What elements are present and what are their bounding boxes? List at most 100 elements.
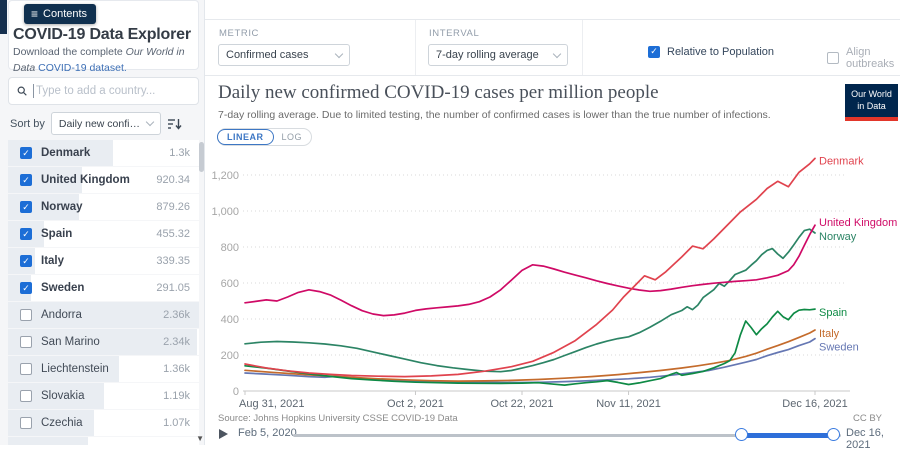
country-value: 339.35 [156,255,190,267]
series-line-norway[interactable] [244,228,816,373]
country-value: 879.26 [156,201,190,213]
owid-logo: Our World in Data [845,84,898,121]
sort-descending-icon[interactable] [167,117,182,131]
metric-dropdown[interactable]: Confirmed cases [218,44,350,66]
x-axis-tick-label: Oct 22, 2021 [491,398,554,410]
country-list: ✓ Denmark 1.3k ✓ United Kingdom 920.34 ✓ Norway… [8,140,199,445]
explorer-title: COVID-19 Data Explorer [13,26,191,43]
timeline-track[interactable] [293,434,841,437]
country-name: Slovakia [41,390,85,402]
chart-panel: Daily new confirmed COVID-19 cases per m… [205,76,900,451]
country-checkbox[interactable]: ✓ [20,282,32,294]
sidebar: COVID-19 Data Explorer Download the comp… [0,0,205,445]
country-checkbox[interactable] [20,390,32,402]
country-name: Liechtenstein [41,363,109,375]
y-axis-tick-label: 200 [221,350,239,362]
dataset-link[interactable]: COVID-19 dataset. [38,61,127,74]
timeline-handle-start[interactable] [735,428,748,441]
list-scrollbar-thumb[interactable] [199,142,204,172]
country-checkbox[interactable] [20,363,32,375]
log-button[interactable]: LOG [281,132,303,142]
play-button[interactable] [219,429,228,439]
value-bar [8,329,198,355]
chevron-down-icon [145,117,155,127]
country-name: United Kingdom [41,174,130,186]
country-row[interactable] [8,437,199,445]
timeline-handle-end[interactable] [827,428,840,441]
timeline-selected-range[interactable] [741,433,834,438]
country-checkbox[interactable]: ✓ [20,201,32,213]
series-line-united-kingdom[interactable] [244,224,816,317]
country-name: Norway [41,201,83,213]
search-input[interactable] [36,85,190,97]
country-name: Denmark [41,147,91,159]
country-row[interactable]: Slovakia 1.19k [8,383,199,409]
x-axis-tick-label: Aug 31, 2021 [239,398,304,410]
y-axis-tick-label: 0 [233,386,239,398]
y-axis-tick-label: 800 [221,242,239,254]
sort-dropdown[interactable]: Daily new confirmed ... [50,112,161,135]
download-note: Download the complete Our World in Data … [13,46,185,74]
align-outbreaks-checkbox[interactable]: Align outbreaks [827,46,900,70]
country-row[interactable]: San Marino 2.34k [8,329,199,355]
interval-dropdown[interactable]: 7-day rolling average [428,44,568,66]
sort-by-label: Sort by [10,117,45,130]
hamburger-icon: ≡ [31,7,39,21]
relative-to-population-checkbox[interactable]: ✓ Relative to Population [648,46,774,58]
search-icon [17,86,27,96]
y-axis-tick-label: 600 [221,278,239,290]
country-checkbox[interactable]: ✓ [20,255,32,267]
scroll-down-arrow-icon[interactable]: ▼ [196,434,204,443]
sort-controls: Sort by Daily new confirmed ... [10,112,182,135]
country-checkbox[interactable] [20,417,32,429]
divider [415,20,416,75]
timeline: Feb 5, 2020 Dec 16, 2021 [218,427,898,451]
country-checkbox[interactable]: ✓ [20,228,32,240]
license-text[interactable]: CC BY [852,413,882,424]
country-search-box[interactable] [8,77,199,105]
series-line-spain[interactable] [244,308,816,386]
series-label-norway: Norway [819,231,857,243]
country-name: Italy [41,255,65,267]
country-row[interactable]: Czechia 1.07k [8,410,199,436]
country-row[interactable]: ✓ Sweden 291.05 [8,275,199,301]
country-name: Czechia [41,417,83,429]
series-label-italy: Italy [819,328,840,340]
country-checkbox[interactable] [20,336,32,348]
metric-label: METRIC [219,28,260,39]
source-text: Source: Johns Hopkins University CSSE CO… [218,413,458,424]
timeline-start-date: Feb 5, 2020 [238,427,297,439]
series-line-denmark[interactable] [244,157,816,378]
page-edge-strip [0,0,7,34]
contents-button[interactable]: ≡ Contents [24,4,97,24]
chart-plot: 0 200 400 600 800 1,000 1,200 Aug 31, 2021 Oct 2… [211,155,897,410]
series-line-italy[interactable] [244,329,816,382]
value-bar [8,275,31,301]
checkbox-checked-icon: ✓ [648,46,660,58]
divider [582,20,583,75]
x-axis-tick-label: Nov 11, 2021 [596,398,661,410]
chevron-down-icon [334,49,344,58]
owid-name-text: Our World in Data [13,46,185,74]
series-label-united-kingdom: United Kingdom [819,217,897,229]
country-row[interactable]: Liechtenstein 1.36k [8,356,199,382]
x-axis-tick-label: Oct 2, 2021 [387,398,444,410]
x-axis-tick-label: Dec 16, 2021 [782,398,847,410]
country-checkbox[interactable]: ✓ [20,147,32,159]
country-row[interactable]: ✓ Norway 879.26 [8,194,199,220]
chevron-down-icon [552,49,562,58]
country-row[interactable]: Andorra 2.36k [8,302,199,328]
country-row[interactable]: ✓ Spain 455.32 [8,221,199,247]
country-value: 1.3k [169,147,190,159]
y-axis-tick-label: 1,200 [211,170,239,182]
series-label-spain: Spain [819,307,847,319]
country-row[interactable]: ✓ United Kingdom 920.34 [8,167,199,193]
country-checkbox[interactable] [20,309,32,321]
linear-button[interactable]: LINEAR [217,129,274,145]
country-checkbox[interactable]: ✓ [20,174,32,186]
value-bar [8,302,199,328]
country-value: 2.36k [163,309,190,321]
country-row[interactable]: ✓ Italy 339.35 [8,248,199,274]
value-bar [8,194,79,220]
country-row[interactable]: ✓ Denmark 1.3k [8,140,199,166]
